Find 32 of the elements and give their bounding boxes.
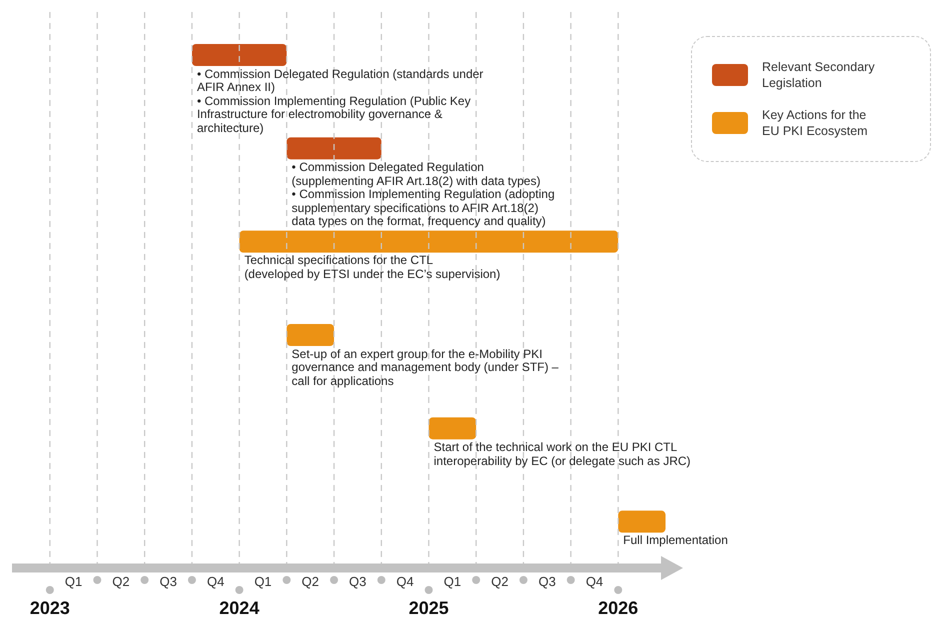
annotation: Set-up of an expert group for the e-Mobility PKI governance and management body (under STF) – call for applications xyxy=(292,346,558,388)
bar xyxy=(286,137,382,160)
bar xyxy=(239,230,618,253)
text: Q1 xyxy=(444,574,462,589)
annotation: • Commission Implementing Regulation (Public Key Infrastructure for electromobility governance & architecture) xyxy=(196,94,471,136)
text: Q3 xyxy=(538,574,556,589)
x-tick-label: 2025 xyxy=(408,598,449,618)
x-tick-label: 2024 xyxy=(219,598,260,618)
annotation: Full Implementation xyxy=(623,533,728,548)
bar xyxy=(428,417,476,440)
annotation: Technical specifications for the CTL (developed by ETSI under the EC’s supervision) xyxy=(244,253,500,282)
text: Q4 xyxy=(206,574,224,589)
x-tick-label: 2023 xyxy=(30,598,70,618)
bar xyxy=(286,324,334,346)
bar xyxy=(618,510,666,533)
annotation: • Commission Implementing Regulation (adopting supplementary specifications to AFIR Art.18(2) data types on the format, frequency and quality) xyxy=(292,187,555,228)
x-tick-label: 2026 xyxy=(598,598,638,618)
text: Q2 xyxy=(112,574,130,589)
text: Q3 xyxy=(349,574,366,589)
annotation: • Commission Delegated Regulation (supplementing AFIR Art.18(2) with data types) xyxy=(292,160,540,188)
legend-label: Key Actions for the EU PKI Ecosystem xyxy=(762,107,869,139)
text: Q4 xyxy=(586,574,604,589)
text: Q2 xyxy=(491,574,508,589)
text: Q1 xyxy=(254,574,272,589)
text: Q4 xyxy=(396,574,414,589)
bar xyxy=(192,44,287,66)
annotation: • Commission Delegated Regulation (standards under AFIR Annex II) xyxy=(196,66,484,95)
legend-label: Relevant Secondary Legislation xyxy=(762,59,876,91)
text: Q1 xyxy=(64,574,82,589)
text: Q2 xyxy=(302,574,320,589)
text: Q3 xyxy=(160,574,177,589)
annotation: Start of the technical work on the EU PKI CTL interoperability by EC (or delegate such as JRC) xyxy=(434,440,691,468)
